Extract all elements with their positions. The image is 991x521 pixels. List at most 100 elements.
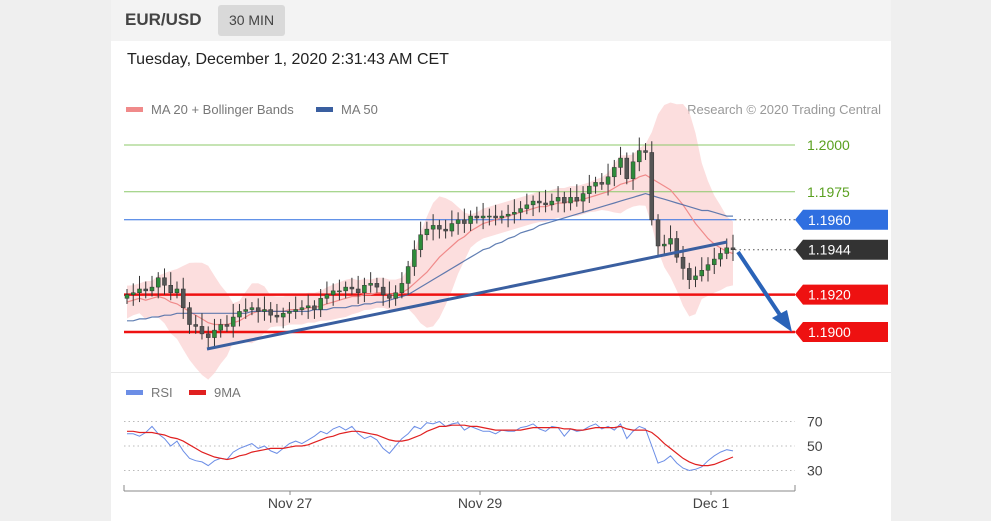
- candle-body: [155, 277, 161, 288]
- candle-body: [705, 264, 711, 271]
- candle-body: [199, 326, 205, 335]
- candle-body: [662, 243, 667, 247]
- candle-body: [555, 197, 561, 202]
- x-axis: Nov 27 Nov 29 Dec 1: [123, 485, 796, 511]
- candle-body: [380, 286, 386, 295]
- candle-body: [468, 215, 473, 224]
- candle-body: [368, 283, 373, 286]
- research-credit: Research © 2020 Trading Central: [687, 102, 881, 117]
- level-badge-1.1920: [795, 284, 888, 305]
- candle-body: [393, 292, 398, 299]
- candle-body: [543, 202, 548, 206]
- candle-body: [293, 309, 298, 312]
- panel-divider: [111, 372, 891, 373]
- candle-body: [418, 234, 423, 250]
- candle-body: [337, 290, 342, 293]
- chart-card: EUR/USD 30 MIN Tuesday, December 1, 2020…: [111, 0, 891, 521]
- candle-body: [193, 324, 198, 327]
- candle-body: [668, 238, 673, 245]
- candle-body: [587, 185, 592, 194]
- candle-body: [549, 200, 555, 206]
- candle-body: [318, 298, 323, 310]
- ma20-line: [126, 174, 734, 326]
- candle-body: [568, 197, 573, 204]
- level-label-1.1920: 1.1920: [808, 287, 851, 303]
- candle-body: [243, 309, 248, 312]
- candle-body: [499, 215, 505, 219]
- candle-body: [655, 219, 661, 247]
- level-badge-1.1944: [795, 239, 888, 260]
- legend-ma50: MA 50: [316, 102, 378, 117]
- rsi-ma9-line: [127, 424, 734, 467]
- candle-body: [618, 157, 623, 168]
- candle-body: [274, 314, 280, 318]
- currency-pair-title: EUR/USD: [125, 10, 202, 29]
- candle-body: [312, 305, 317, 310]
- candle-body: [562, 197, 567, 204]
- candle-body: [305, 305, 311, 308]
- rsi-panel: 70 50 30: [124, 414, 823, 479]
- legend-9ma-label: 9MA: [214, 385, 241, 400]
- candle-body: [455, 219, 461, 224]
- x-tick-label: Dec 1: [693, 495, 730, 511]
- ma50-line: [127, 192, 733, 322]
- candle-body: [187, 307, 192, 325]
- candle-body: [512, 212, 517, 215]
- candle-body: [324, 294, 330, 299]
- candle-body: [518, 208, 523, 213]
- candle-body: [443, 228, 448, 232]
- candle-body: [637, 150, 642, 163]
- candle-body: [330, 290, 336, 295]
- candle-body: [699, 270, 705, 277]
- level-label-1.1944: 1.1944: [808, 242, 851, 258]
- rsi-tick-70: 70: [807, 414, 823, 430]
- candle-body: [624, 157, 630, 179]
- candle-body: [249, 307, 255, 310]
- candle-body: [205, 333, 211, 338]
- candle-body: [387, 294, 392, 299]
- candle-body: [280, 313, 286, 318]
- candle-body: [574, 197, 580, 202]
- timestamp: Tuesday, December 1, 2020 2:31:43 AM CET: [127, 51, 449, 68]
- level-label-1.1975: 1.1975: [807, 184, 850, 200]
- candle-body: [487, 215, 492, 218]
- candle-body: [580, 193, 586, 202]
- x-tick-label: Nov 29: [458, 495, 503, 511]
- candle-body: [374, 283, 380, 288]
- candle-body: [168, 285, 173, 293]
- legend-9ma: 9MA: [189, 385, 241, 400]
- legend-rsi-label: RSI: [151, 385, 173, 400]
- annotations: [206, 240, 792, 351]
- forecast-arrow-shaft: [736, 250, 784, 320]
- level-badge-1.1900: [795, 322, 888, 342]
- level-badges: 1.2000 1.1975 1.1960 1.1944 1.1920 1.1900: [795, 137, 888, 342]
- timeframe-button[interactable]: 30 MIN: [218, 5, 285, 36]
- candle-body: [355, 288, 361, 293]
- candle-body: [599, 182, 605, 185]
- candle-body: [724, 247, 730, 254]
- candle-body: [268, 309, 273, 316]
- moving-averages: [126, 174, 734, 326]
- rsi-tick-30: 30: [807, 463, 823, 479]
- candle-body: [449, 223, 455, 232]
- candle-body: [362, 285, 367, 293]
- candle-body: [605, 176, 611, 185]
- rsi-swatch-icon: [126, 390, 143, 395]
- bollinger-bands: [127, 102, 733, 380]
- candle-body: [687, 268, 692, 280]
- price-levels: [124, 144, 795, 334]
- candle-body: [480, 215, 486, 219]
- candle-body: [218, 324, 223, 331]
- candle-body: [493, 215, 498, 219]
- ma50-swatch-icon: [316, 107, 333, 112]
- candle-body: [712, 258, 717, 265]
- bollinger-band-area: [127, 102, 733, 380]
- candle-body: [130, 292, 136, 295]
- ma9-swatch-icon: [189, 390, 206, 395]
- candle-body: [124, 294, 130, 299]
- forecast-arrow-head-icon: [772, 310, 792, 332]
- trendline: [206, 240, 728, 351]
- candle-body: [530, 200, 536, 206]
- candle-body: [255, 307, 261, 312]
